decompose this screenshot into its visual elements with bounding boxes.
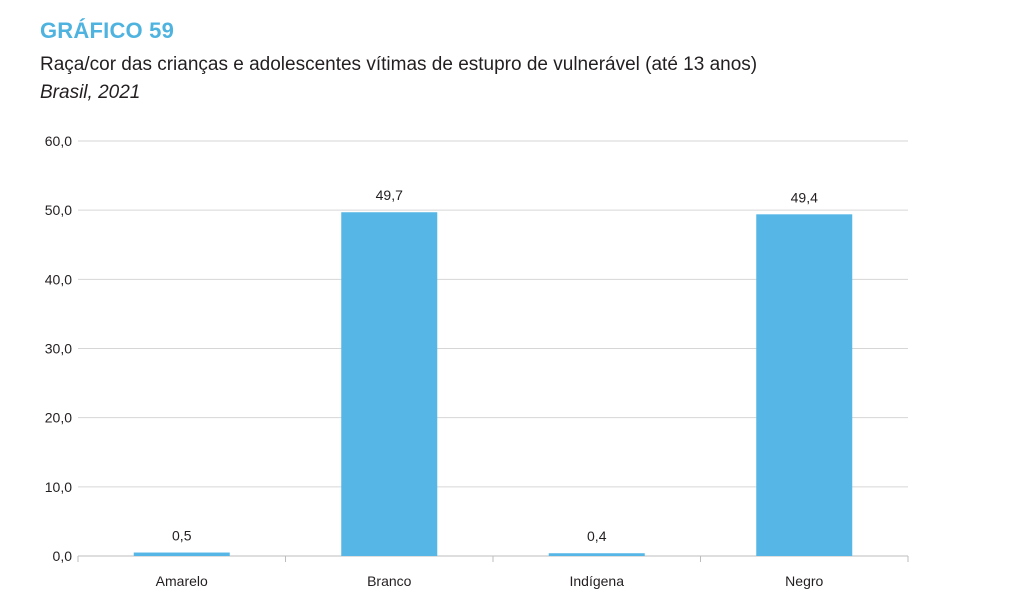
- y-tick-label: 60,0: [45, 133, 72, 149]
- value-label: 49,4: [791, 189, 818, 205]
- chart-number-label: GRÁFICO 59: [40, 18, 175, 43]
- y-tick-label: 0,0: [53, 548, 73, 564]
- bar-branco: [341, 212, 438, 556]
- value-label: 0,5: [172, 528, 192, 544]
- bars: [133, 212, 853, 557]
- y-tick-label: 30,0: [45, 341, 72, 357]
- x-axis-categories: Amarelo Branco Indígena Negro: [156, 573, 824, 589]
- bar-indigena: [548, 553, 645, 556]
- chart-title: Raça/cor das crianças e adolescentes vít…: [40, 54, 758, 75]
- y-tick-label: 40,0: [45, 271, 72, 287]
- bar-negro: [756, 214, 853, 557]
- category-label: Amarelo: [156, 573, 208, 589]
- value-label: 49,7: [376, 187, 403, 203]
- y-tick-label: 10,0: [45, 479, 72, 495]
- chart-subtitle: Brasil, 2021: [40, 82, 141, 103]
- category-label: Negro: [785, 573, 823, 589]
- value-label: 0,4: [587, 528, 607, 544]
- category-label: Branco: [367, 573, 412, 589]
- y-axis-ticks: 0,0 10,0 20,0 30,0 40,0 50,0 60,0: [45, 133, 72, 564]
- value-labels: 0,5 49,7 0,4 49,4: [172, 187, 818, 544]
- y-tick-label: 50,0: [45, 202, 72, 218]
- category-label: Indígena: [570, 573, 625, 589]
- bar-amarelo: [133, 552, 230, 556]
- y-tick-label: 20,0: [45, 410, 72, 426]
